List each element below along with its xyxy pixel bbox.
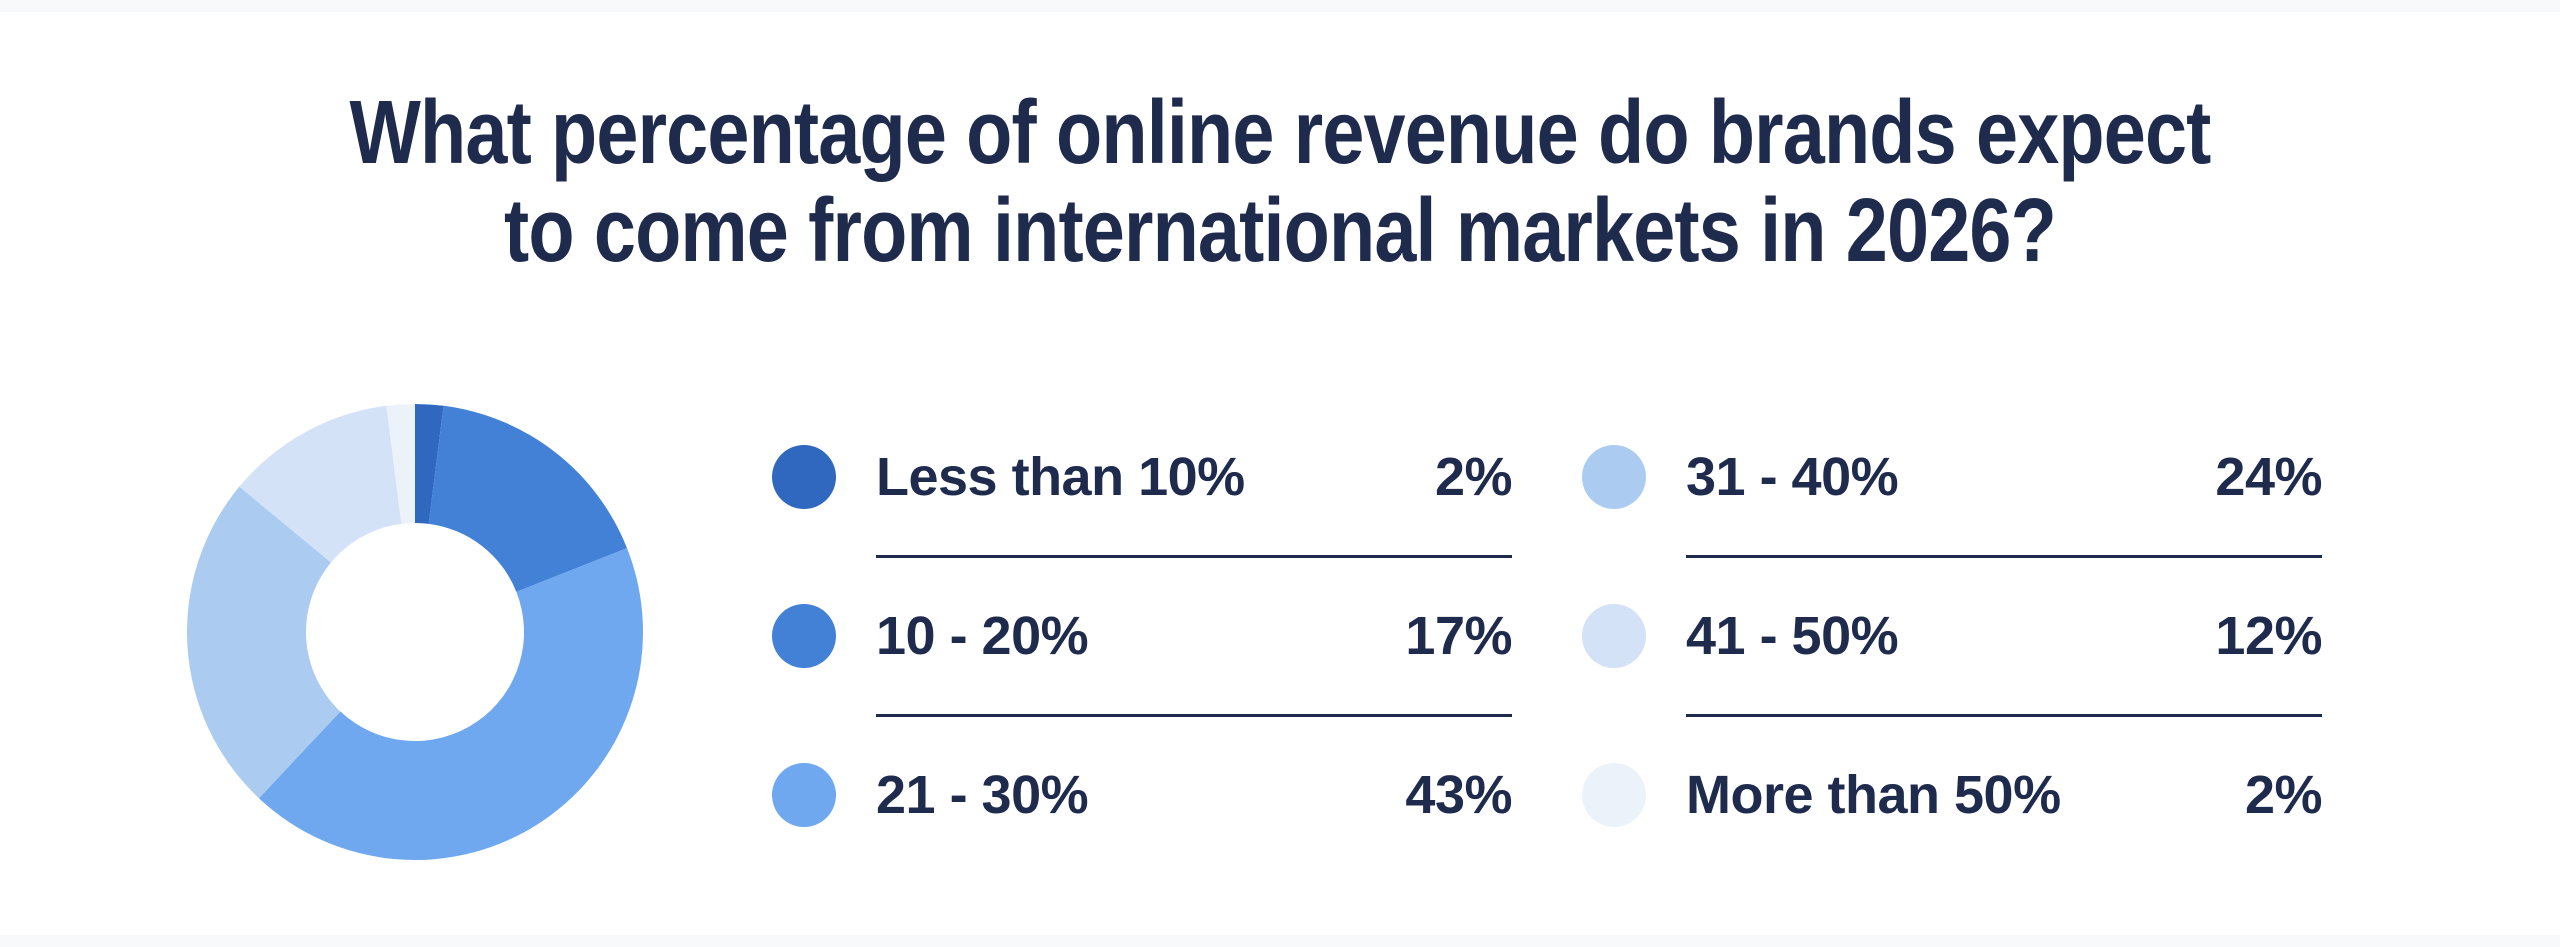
legend-value: 17% — [1405, 606, 1512, 666]
legend-divider — [876, 714, 1512, 717]
legend-divider — [876, 555, 1512, 558]
donut-segment-3 — [258, 548, 643, 860]
donut-segment-4 — [187, 486, 341, 799]
legend-value: 24% — [2215, 447, 2322, 507]
legend-value: 43% — [1405, 765, 1512, 825]
legend-swatch — [772, 604, 836, 668]
legend-swatch — [772, 445, 836, 509]
legend-swatch — [1582, 445, 1646, 509]
legend-label: 41 - 50% — [1686, 606, 1899, 666]
legend-item-31-40: 31 - 40% 24% — [1582, 445, 2322, 509]
legend-value: 2% — [1434, 447, 1513, 507]
legend-swatch — [772, 763, 836, 827]
legend-column-left: Less than 10% 2% 10 - 20% 17% 21 - 30% 4… — [772, 445, 1513, 827]
legend-label: 21 - 30% — [876, 765, 1089, 825]
legend-item-21-30: 21 - 30% 43% — [772, 763, 1512, 827]
legend-label: 10 - 20% — [876, 606, 1089, 666]
chart-title-line-1: What percentage of online revenue do bra… — [349, 83, 2212, 183]
legend-value: 2% — [2244, 765, 2323, 825]
donut-chart-svg — [187, 404, 643, 860]
legend-label: Less than 10% — [876, 447, 1245, 507]
legend-item-41-50: 41 - 50% 12% — [1582, 604, 2322, 668]
legend-divider — [1686, 714, 2322, 717]
top-edge-strip — [0, 0, 2560, 12]
legend-swatch — [1582, 604, 1646, 668]
legend-column-right: 31 - 40% 24% 41 - 50% 12% More than 50% … — [1582, 445, 2323, 827]
donut-chart — [187, 404, 643, 860]
chart-legend: Less than 10% 2% 10 - 20% 17% 21 - 30% 4… — [772, 445, 2323, 827]
donut-segment-5 — [239, 405, 402, 563]
legend-label: More than 50% — [1686, 765, 2061, 825]
legend-value: 12% — [2215, 606, 2322, 666]
donut-segment-1 — [415, 404, 444, 524]
legend-item-more-than-50: More than 50% 2% — [1582, 763, 2323, 827]
donut-segment-2 — [428, 405, 627, 592]
legend-divider — [1686, 555, 2322, 558]
legend-item-less-than-10: Less than 10% 2% — [772, 445, 1513, 509]
bottom-edge-strip — [0, 935, 2560, 947]
legend-label: 31 - 40% — [1686, 447, 1899, 507]
chart-title: What percentage of online revenue do bra… — [205, 84, 2355, 280]
chart-title-line-2: to come from international markets in 20… — [504, 181, 2057, 282]
donut-segment-6 — [386, 404, 415, 524]
legend-item-10-20: 10 - 20% 17% — [772, 604, 1512, 668]
legend-swatch — [1582, 763, 1646, 827]
